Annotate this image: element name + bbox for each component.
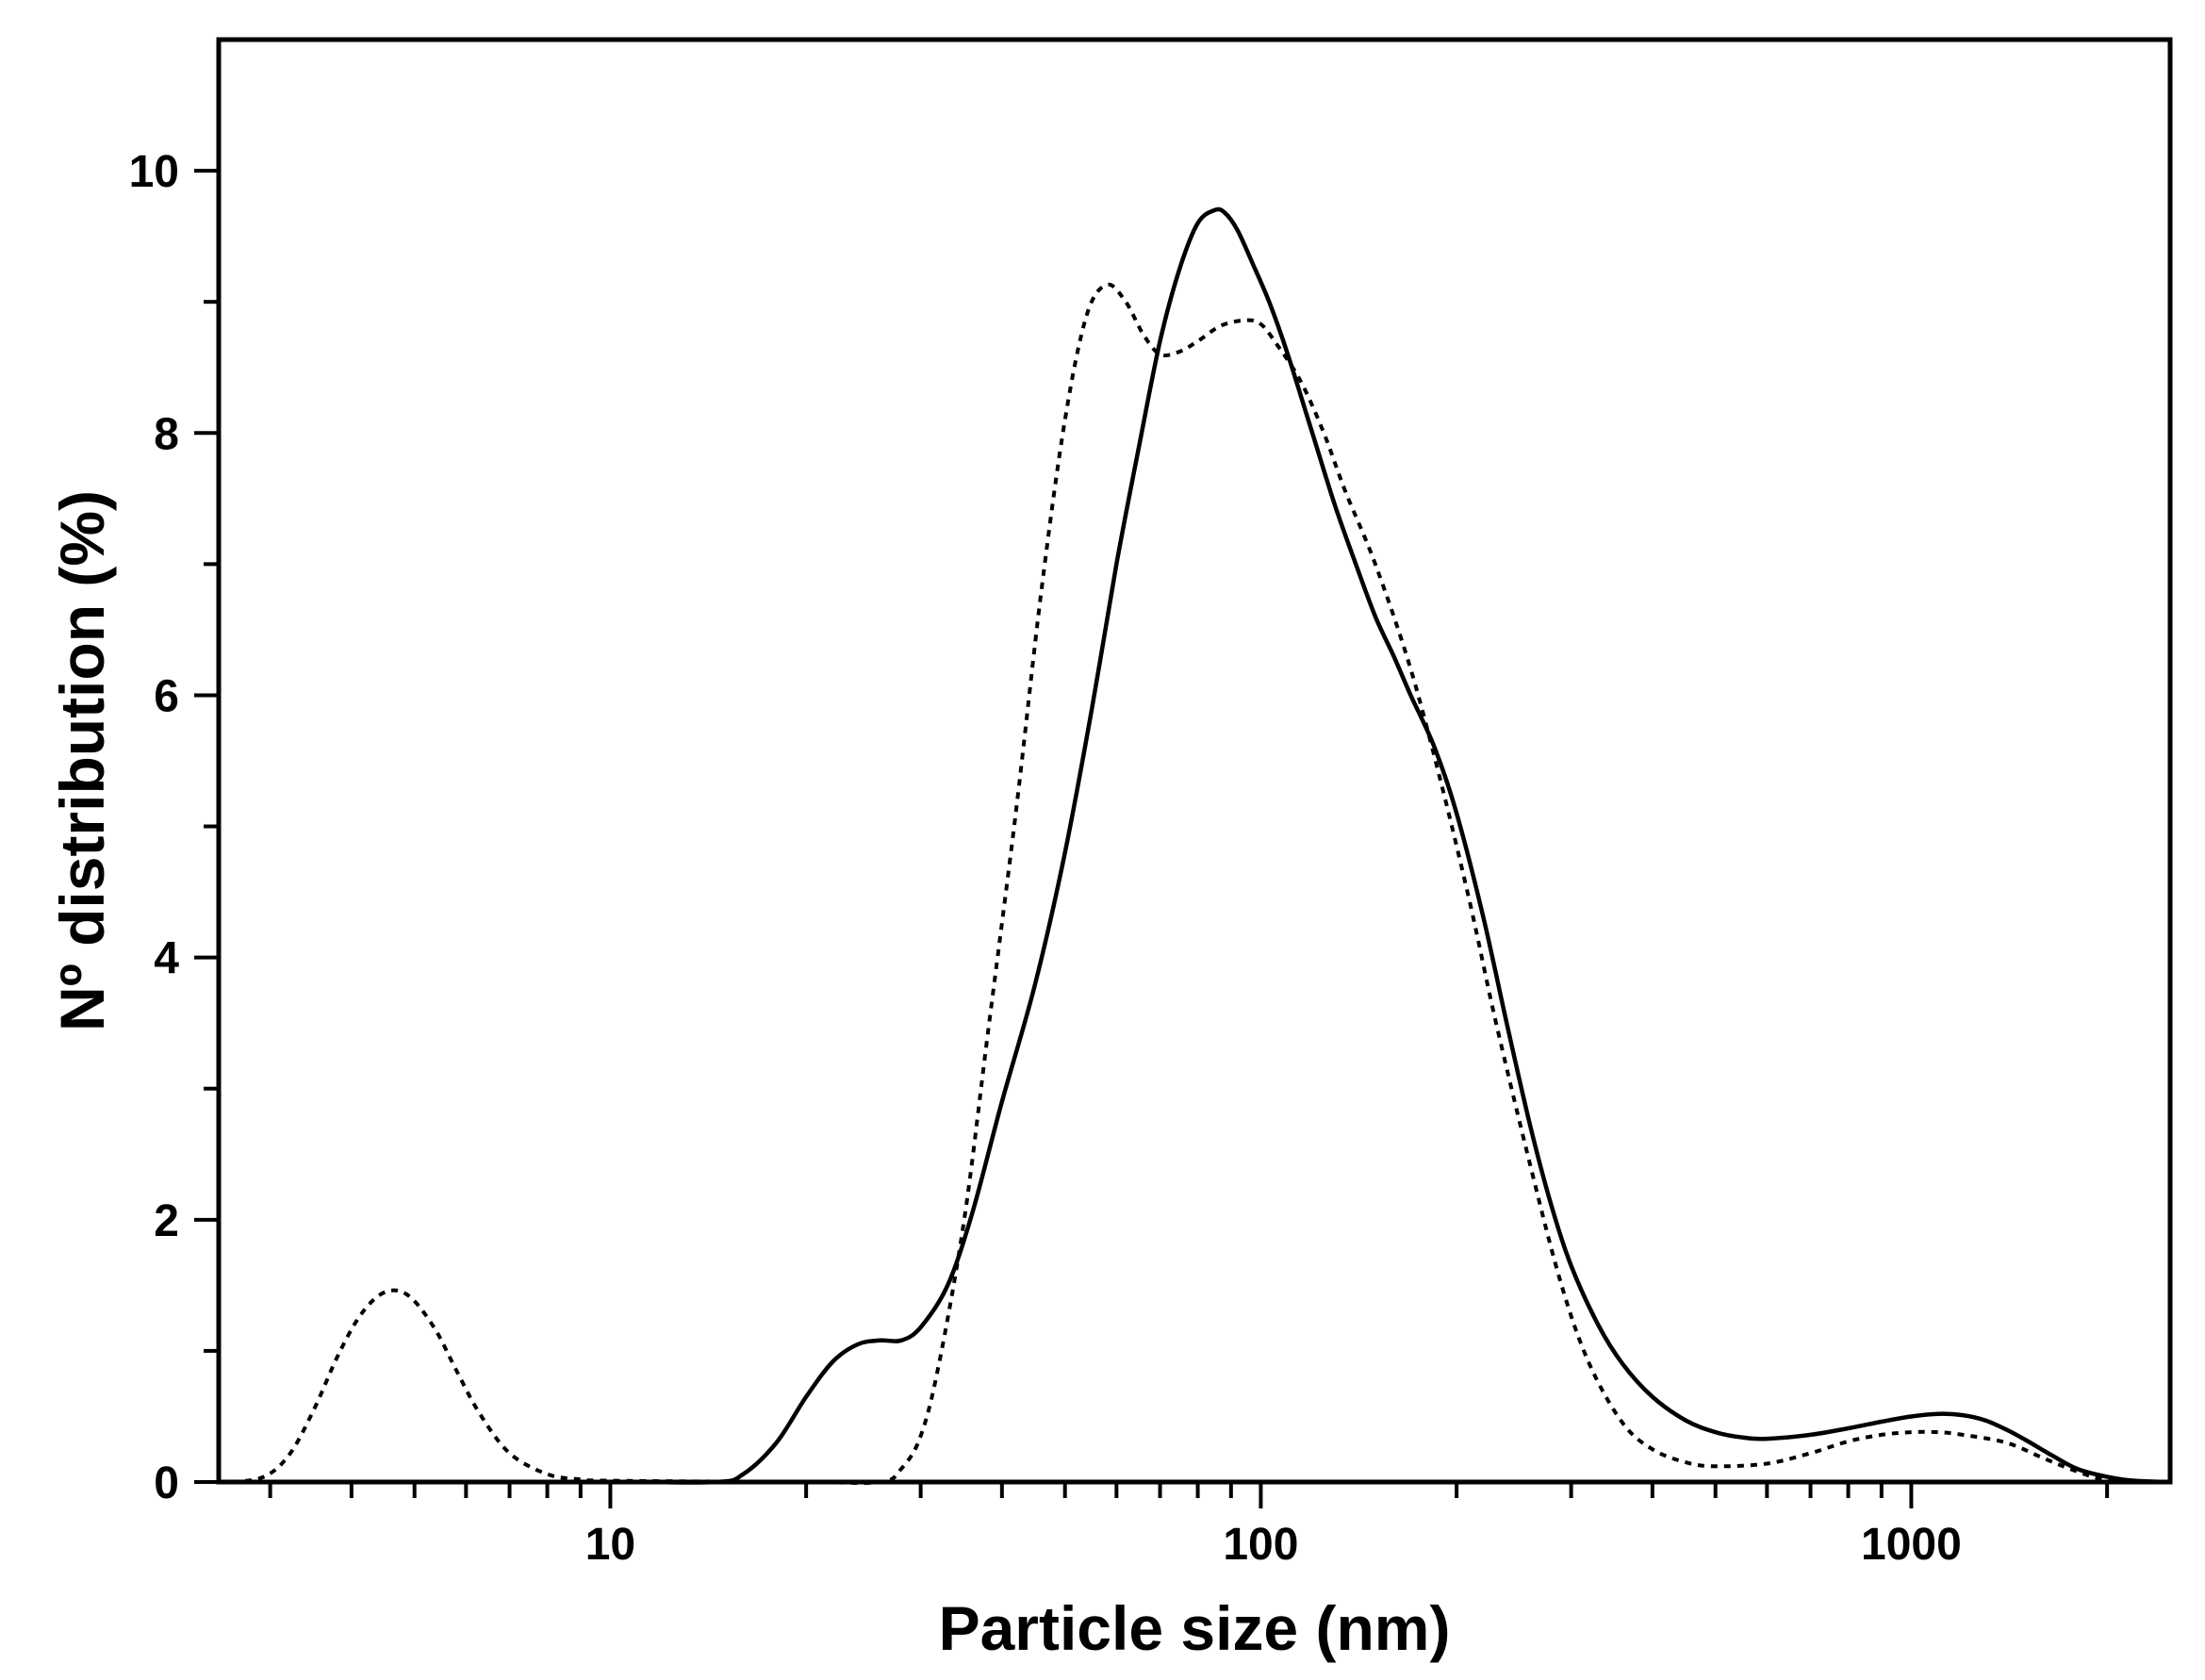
x-axis-title: Particle size (nm) (939, 1593, 1451, 1663)
y-tick-label: 0 (154, 1458, 179, 1508)
y-tick-label: 4 (154, 934, 179, 984)
plot-frame (216, 37, 2173, 1485)
axis-ticks (194, 169, 2110, 1508)
y-tick-label: 8 (154, 409, 179, 459)
y-tick-label: 10 (129, 147, 179, 197)
x-tick-label: 10 (585, 1520, 635, 1570)
x-tick-label: 100 (1223, 1520, 1298, 1570)
series-line-solid (219, 206, 2171, 1485)
series-line-dashed (218, 282, 2171, 1486)
axis-tick-labels: 0 2 4 6 8 10 10 100 1000 (129, 147, 1962, 1570)
x-tick-label: 1000 (1861, 1520, 1962, 1570)
y-tick-label: 2 (154, 1196, 179, 1246)
y-tick-label: 6 (154, 671, 179, 721)
series-group (218, 206, 2171, 1486)
y-axis-title: Nº distribution (%) (47, 490, 117, 1031)
